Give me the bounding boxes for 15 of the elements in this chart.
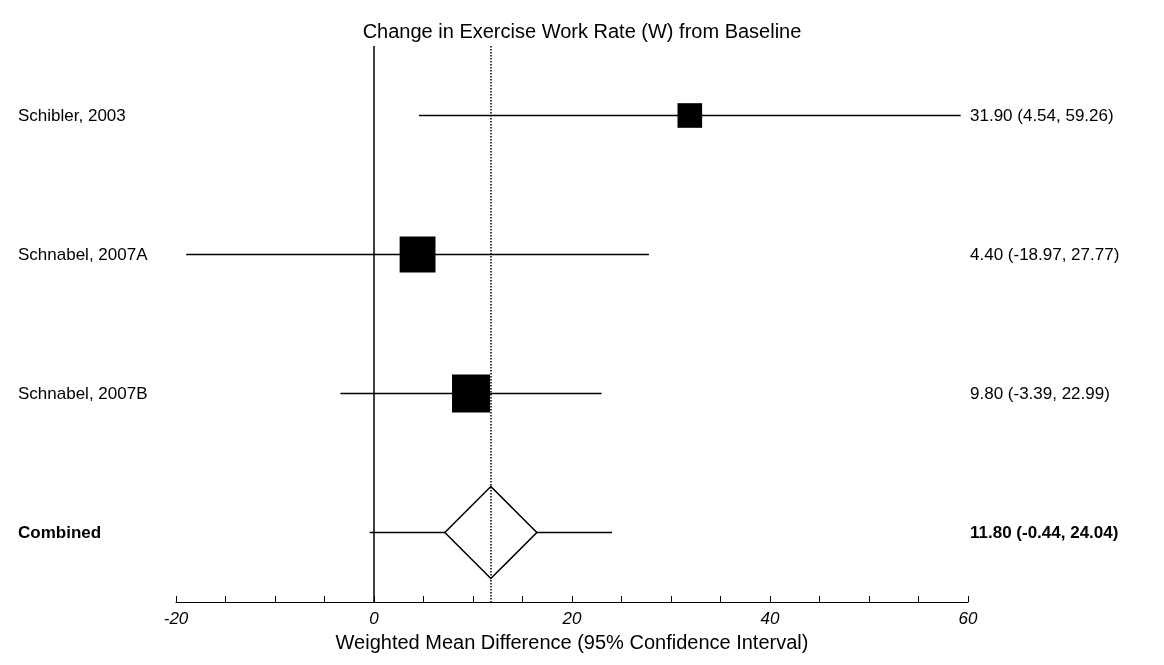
chart-title: Change in Exercise Work Rate (W) from Baseline — [362, 20, 802, 42]
x-tick-label: 40 — [760, 609, 780, 628]
y-tick-label: Schnabel, 2007B — [18, 384, 148, 403]
y-tick-label: Schibler, 2003 — [18, 106, 126, 125]
text: 11.80 (-0.44, 24.04) — [970, 523, 1119, 542]
y-tick-label: Combined — [18, 523, 102, 542]
text: 31.90 (4.54, 59.26) — [970, 106, 1114, 125]
x-axis-title: Weighted Mean Difference (95% Confidence Interval) — [335, 631, 809, 653]
x-tick-label: -20 — [163, 609, 189, 628]
x-tick-label: 20 — [561, 609, 582, 628]
x-tick-label: 60 — [958, 609, 978, 628]
y-tick-label: Schnabel, 2007A — [18, 245, 149, 264]
x-tick-label: 0 — [369, 609, 380, 628]
text: 4.40 (-18.97, 27.77) — [970, 245, 1120, 264]
text: 9.80 (-3.39, 22.99) — [970, 384, 1110, 403]
